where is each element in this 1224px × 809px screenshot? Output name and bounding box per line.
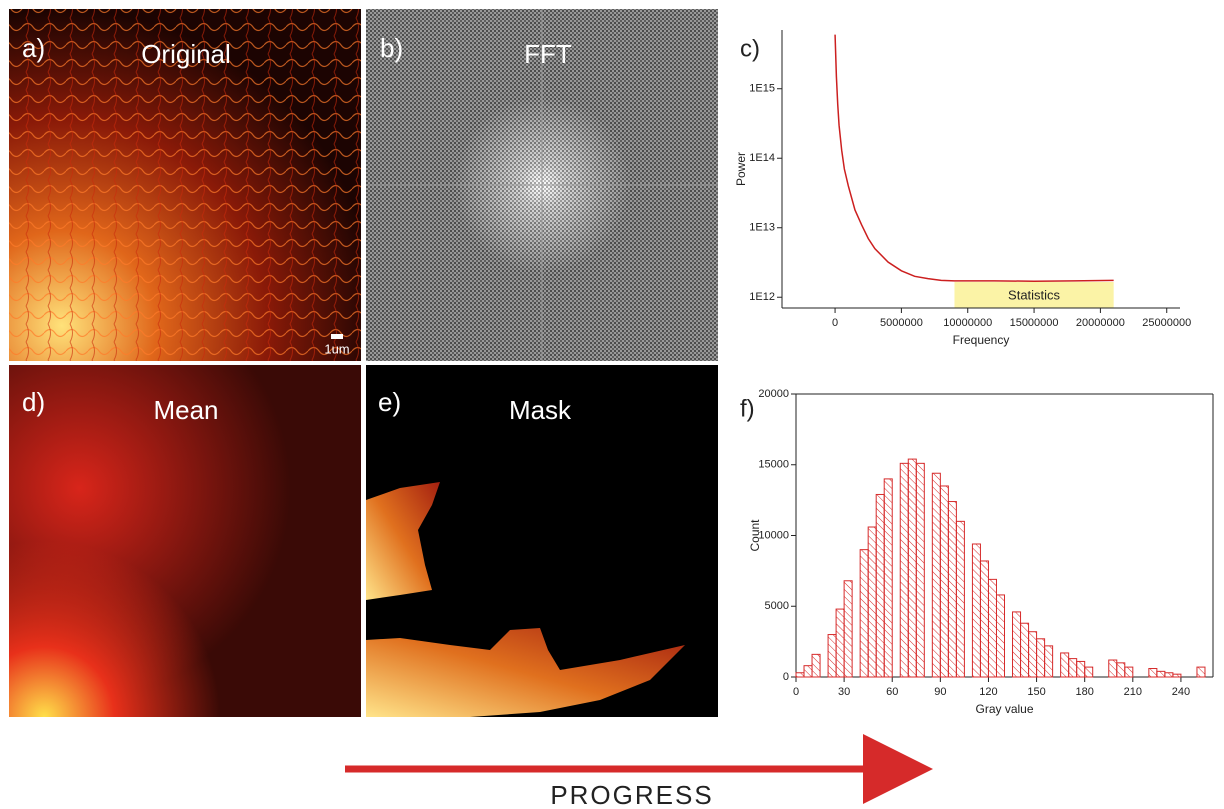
x-tick-label: 10000000 (943, 317, 992, 329)
bar (971, 543, 981, 678)
scale-bar (331, 334, 343, 339)
x-tick-label: 25000000 (1142, 317, 1191, 329)
panel-original: 1um a) Original (9, 9, 361, 361)
bar (1020, 622, 1030, 678)
bar (1124, 666, 1134, 678)
panel-title: Mean (153, 395, 218, 425)
panel-letter: f) (740, 395, 755, 422)
y-tick-label: 1E15 (749, 83, 775, 95)
bar (1028, 631, 1038, 678)
bar (1036, 638, 1046, 678)
panel-title: Original (141, 39, 231, 69)
panel-letter: d) (22, 387, 45, 417)
y-tick-label: 15000 (758, 459, 789, 471)
bar (955, 520, 965, 678)
x-tick-label: 30 (838, 686, 850, 698)
y-tick-label: 1E14 (749, 152, 775, 164)
x-tick-label: 0 (832, 317, 838, 329)
y-axis-label: Power (734, 152, 748, 186)
scale-label: 1um (324, 341, 349, 356)
x-tick-label: 90 (934, 686, 946, 698)
charts: c) Statistics 1E12 1E13 1E14 1E15 0 5000000 1000… (734, 30, 1214, 716)
mask-region (366, 482, 440, 600)
panel-title: FFT (524, 39, 572, 69)
bar (947, 501, 957, 678)
bar (1108, 659, 1118, 678)
bar (883, 478, 893, 678)
panel-letter: e) (378, 387, 401, 417)
statistics-region (954, 282, 1114, 308)
bar (1196, 666, 1206, 678)
bar (1164, 672, 1174, 678)
panel-mask: e) Mask (366, 365, 718, 717)
bar (1156, 670, 1166, 678)
y-axis-label: Count (748, 519, 762, 552)
bar (907, 458, 917, 678)
x-tick-label: 0 (793, 686, 799, 698)
x-tick-label: 120 (979, 686, 997, 698)
bar (859, 549, 869, 678)
x-tick-label: 240 (1172, 686, 1190, 698)
bar (867, 526, 877, 678)
bar (1012, 611, 1022, 678)
y-tick-label: 1E13 (749, 222, 775, 234)
arrow-label: PROGRESS (550, 780, 713, 809)
y-tick-label: 20000 (758, 388, 789, 400)
bar (1068, 658, 1078, 678)
x-tick-label: 210 (1124, 686, 1142, 698)
y-tick-label: 1E12 (749, 291, 775, 303)
bar (1076, 660, 1086, 678)
bar (987, 578, 997, 678)
bar (875, 493, 885, 678)
image-glow (9, 365, 361, 717)
panel-letter: b) (380, 33, 403, 63)
bar (1084, 666, 1094, 678)
image-texture (9, 9, 361, 361)
x-axis-label: Frequency (953, 333, 1010, 347)
bar (939, 485, 949, 678)
bar (915, 462, 925, 678)
bar (1116, 662, 1126, 678)
panel-title: Mask (509, 395, 572, 425)
bar (843, 580, 853, 678)
mask-region (366, 628, 685, 717)
x-axis-label: Gray value (975, 702, 1033, 716)
bar (979, 560, 989, 678)
panel-mean: d) Mean (9, 365, 361, 717)
bar (1148, 668, 1158, 678)
x-tick-label: 180 (1076, 686, 1094, 698)
bar (899, 462, 909, 678)
x-tick-label: 150 (1027, 686, 1045, 698)
x-tick-label: 20000000 (1076, 317, 1125, 329)
bar (931, 472, 941, 678)
region-label: Statistics (1008, 287, 1061, 302)
y-tick-label: 0 (783, 671, 789, 683)
bar (1060, 652, 1070, 678)
x-tick-label: 15000000 (1010, 317, 1059, 329)
bar (803, 665, 813, 678)
power-line (834, 34, 1114, 282)
panel-letter: a) (22, 33, 45, 63)
x-tick-label: 60 (886, 686, 898, 698)
bar (795, 672, 805, 678)
panel-letter: c) (740, 35, 760, 62)
y-tick-label: 10000 (758, 529, 789, 541)
bar (811, 653, 821, 678)
bar (1172, 673, 1182, 678)
y-tick-label: 5000 (765, 600, 789, 612)
x-tick-label: 5000000 (880, 317, 923, 329)
panel-fft: b) FFT (366, 9, 718, 361)
bar (1044, 645, 1054, 678)
bar (835, 608, 845, 678)
bar (995, 594, 1006, 678)
bar (827, 634, 837, 678)
